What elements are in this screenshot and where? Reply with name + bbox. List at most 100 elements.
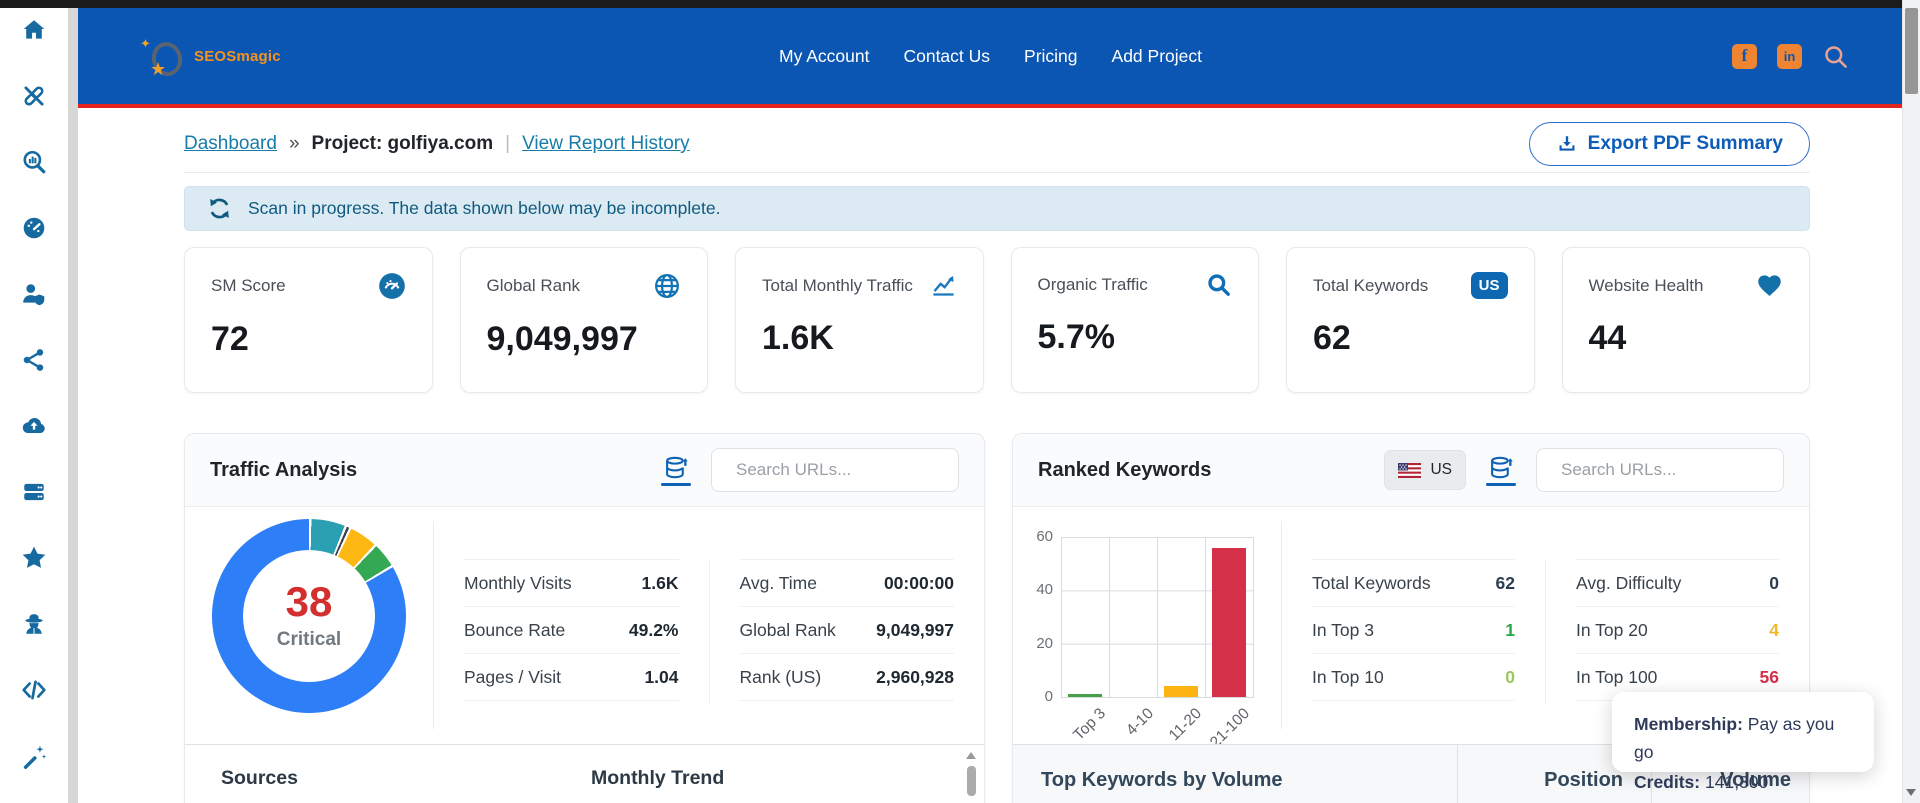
breadcrumb-divider-line — [184, 172, 1810, 173]
sidebar-item-keyword-research[interactable] — [19, 148, 49, 176]
search-icon — [1206, 272, 1232, 298]
sidebar-item-share[interactable] — [19, 346, 49, 374]
sidebar-item-user-shield[interactable] — [19, 280, 49, 308]
traffic-analysis-title: Traffic Analysis — [210, 459, 357, 482]
global-rank-value: 9,049,997 — [487, 320, 682, 359]
sidebar-item-magic-wand[interactable] — [19, 742, 49, 770]
stat-row: Pages / Visit1.04 — [464, 654, 679, 701]
breadcrumb-dashboard-link[interactable]: Dashboard — [184, 133, 277, 155]
banner-text: Scan in progress. The data shown below m… — [248, 198, 720, 219]
traffic-stats-left: Monthly Visits1.6K Bounce Rate49.2% Page… — [434, 559, 709, 743]
card-sm-score: SM Score 72 — [184, 247, 433, 393]
keywords-search-input[interactable] — [1559, 459, 1784, 481]
panels-row: Traffic Analysis — [184, 433, 1810, 803]
database-export-icon[interactable] — [1486, 455, 1516, 486]
metric-cards-row: SM Score 72 Global Rank 9,049,997 Total … — [184, 247, 1810, 393]
ranked-keywords-header: Ranked Keywords US — [1013, 434, 1809, 507]
plot-area — [1061, 537, 1254, 698]
nav-search-icon[interactable] — [1822, 43, 1849, 70]
health-donut-chart: 38 Critical — [212, 519, 406, 713]
scroll-thumb[interactable] — [967, 766, 976, 796]
traffic-analysis-footer: Sources Monthly Trend — [185, 744, 984, 803]
stat-row: Rank (US)2,960,928 — [740, 654, 955, 701]
cloud-upload-icon — [20, 413, 48, 439]
sidebar-item-home[interactable] — [19, 16, 49, 44]
facebook-icon[interactable]: f — [1732, 44, 1757, 69]
view-report-history-link[interactable]: View Report History — [522, 133, 690, 155]
user-shield-icon — [20, 281, 48, 307]
nav-link-contact-us[interactable]: Contact Us — [903, 46, 990, 67]
code-icon — [19, 677, 49, 703]
breadcrumb-separator: » — [289, 133, 300, 155]
scroll-up-arrow[interactable] — [966, 752, 976, 759]
traffic-search-input[interactable] — [734, 459, 959, 481]
y-tick: 40 — [1021, 581, 1053, 598]
scan-progress-banner: Scan in progress. The data shown below m… — [184, 186, 1810, 231]
stat-row: Avg. Difficulty0 — [1576, 559, 1779, 607]
bar-11-20 — [1164, 686, 1198, 697]
stat-row: In Top 100 — [1312, 654, 1515, 701]
card-total-keywords: Total Keywords US 62 — [1286, 247, 1535, 393]
country-selector-button[interactable]: US — [1384, 450, 1466, 490]
top-black-strip — [0, 0, 1920, 8]
card-website-health: Website Health 44 — [1562, 247, 1811, 393]
total-monthly-traffic-value: 1.6K — [762, 319, 957, 358]
sidebar-item-code[interactable] — [19, 676, 49, 704]
donut-value: 38 — [286, 581, 333, 623]
top-navbar: SEOSmagic My Account Contact Us Pricing … — [78, 8, 1903, 104]
star-icon — [19, 544, 49, 572]
sidebar-item-cloud-upload[interactable] — [19, 412, 49, 440]
database-export-icon[interactable] — [661, 455, 691, 486]
traffic-analysis-panel: Traffic Analysis — [184, 433, 985, 803]
sidebar-scrollbar[interactable] — [68, 8, 78, 803]
country-code: US — [1430, 461, 1452, 479]
home-icon — [20, 17, 48, 43]
y-tick: 0 — [1021, 688, 1053, 705]
us-badge: US — [1471, 272, 1508, 299]
sidebar-item-spy[interactable] — [19, 610, 49, 638]
nav-accent-line — [78, 104, 1903, 108]
bar-top-3 — [1068, 694, 1102, 697]
heart-icon — [1756, 272, 1783, 299]
total-keywords-value: 62 — [1313, 319, 1508, 358]
sync-icon — [207, 196, 232, 221]
stat-row: Total Keywords62 — [1312, 559, 1515, 607]
trend-chart-icon — [930, 272, 957, 299]
download-icon — [1556, 133, 1578, 155]
nav-link-my-account[interactable]: My Account — [779, 46, 869, 67]
y-tick: 20 — [1021, 635, 1053, 652]
traffic-search-box — [711, 448, 959, 492]
website-health-value: 44 — [1589, 319, 1784, 358]
stat-row: Monthly Visits1.6K — [464, 559, 679, 607]
speedometer-icon — [20, 215, 48, 241]
logo-icon — [140, 36, 184, 76]
breadcrumb: Dashboard » Project: golfiya.com | View … — [184, 120, 1810, 168]
credits-value: 141,300 — [1705, 772, 1768, 792]
nav-links: My Account Contact Us Pricing Add Projec… — [779, 46, 1202, 67]
sm-score-value: 72 — [211, 320, 406, 359]
stat-row: Avg. Time00:00:00 — [740, 559, 955, 607]
nav-link-pricing[interactable]: Pricing — [1024, 46, 1078, 67]
sidebar-item-server[interactable] — [19, 478, 49, 506]
card-global-rank: Global Rank 9,049,997 — [460, 247, 709, 393]
sidebar — [0, 8, 68, 803]
nav-link-add-project[interactable]: Add Project — [1112, 46, 1202, 67]
magic-wand-icon — [20, 743, 48, 769]
page-scrollbar-thumb[interactable] — [1905, 8, 1918, 94]
globe-icon — [653, 272, 681, 300]
monthly-trend-column-header: Monthly Trend — [578, 745, 984, 803]
export-pdf-button[interactable]: Export PDF Summary — [1529, 122, 1810, 166]
stat-row: In Top 31 — [1312, 607, 1515, 654]
credits-label: Credits: — [1634, 772, 1700, 792]
sidebar-item-favorites[interactable] — [19, 544, 49, 572]
keyword-research-icon — [20, 149, 48, 175]
page-scrollbar-down-arrow[interactable] — [1906, 789, 1916, 796]
logo[interactable]: SEOSmagic — [140, 36, 281, 76]
page-scrollbar[interactable] — [1902, 0, 1920, 803]
spy-icon — [20, 611, 48, 637]
linkedin-icon[interactable]: in — [1777, 44, 1802, 69]
broken-link-icon — [20, 83, 48, 109]
sidebar-item-broken-link[interactable] — [19, 82, 49, 110]
stat-row: Global Rank9,049,997 — [740, 607, 955, 654]
sidebar-item-speedometer[interactable] — [19, 214, 49, 242]
